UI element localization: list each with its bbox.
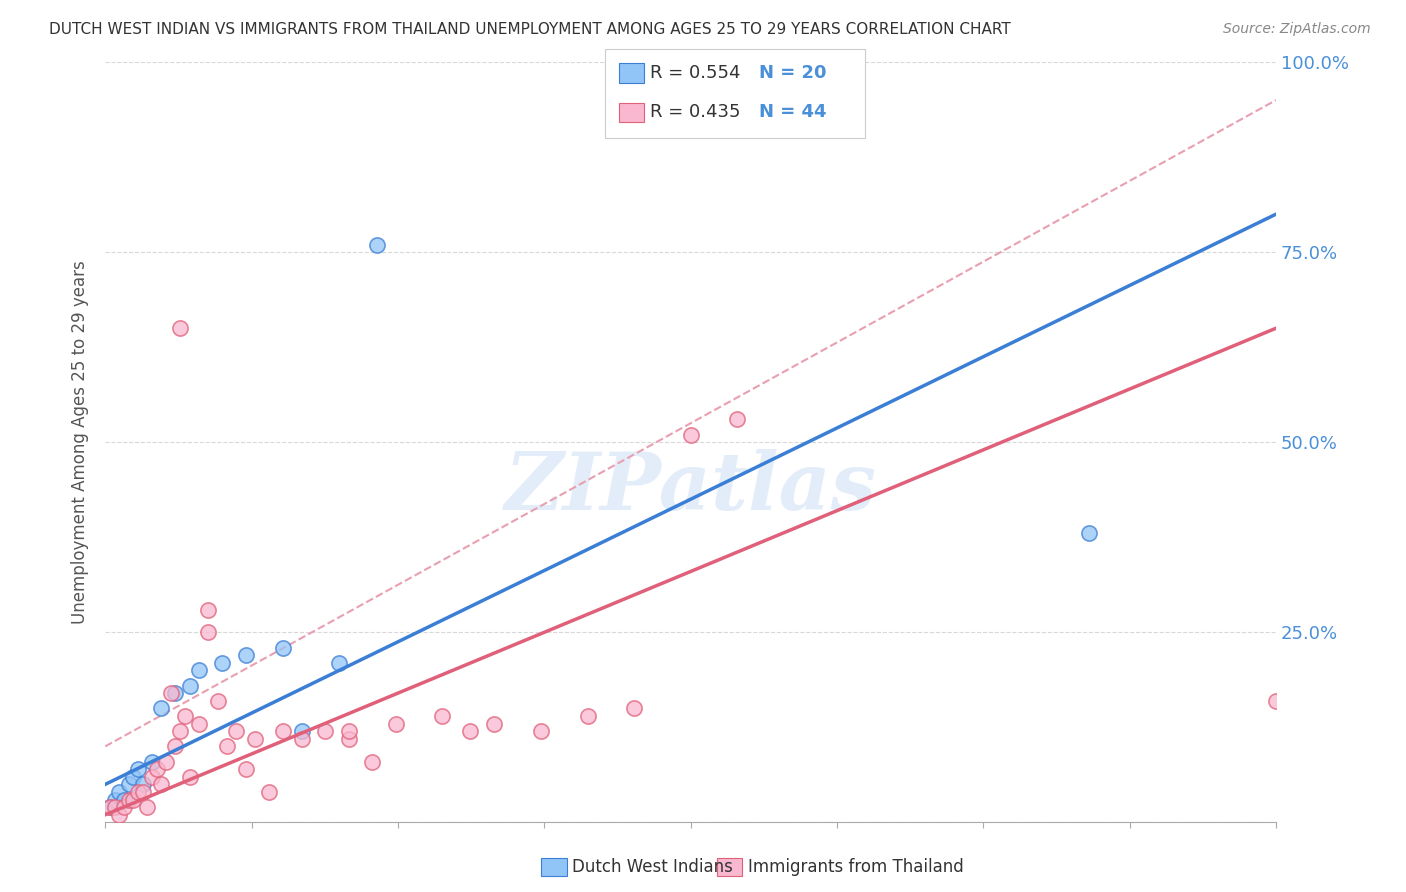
Point [1077, 526, 1099, 541]
Point [291, 731, 314, 746]
Point [243, 731, 266, 746]
Point [98, 800, 121, 814]
Point [225, 724, 247, 739]
Point [108, 785, 131, 799]
Point [187, 716, 209, 731]
Point [122, 792, 145, 806]
Point [235, 648, 257, 662]
Point [159, 686, 181, 700]
Point [187, 663, 209, 677]
Point [173, 709, 195, 723]
Point [384, 716, 406, 731]
Point [211, 656, 233, 670]
Point [257, 785, 280, 799]
Point [141, 755, 163, 769]
Text: DUTCH WEST INDIAN VS IMMIGRANTS FROM THAILAND UNEMPLOYMENT AMONG AGES 25 TO 29 Y: DUTCH WEST INDIAN VS IMMIGRANTS FROM THA… [49, 22, 1011, 37]
Point [98, 800, 121, 814]
Text: N = 20: N = 20 [759, 64, 827, 82]
Point [576, 709, 599, 723]
Point [131, 777, 153, 791]
Point [235, 762, 257, 776]
Point [366, 237, 388, 252]
Point [215, 739, 238, 754]
Text: N = 44: N = 44 [759, 103, 827, 121]
Point [169, 321, 191, 335]
Point [291, 724, 314, 739]
Point [1265, 694, 1288, 708]
Text: R = 0.554: R = 0.554 [650, 64, 740, 82]
Point [145, 762, 167, 776]
Point [150, 777, 173, 791]
Text: Source: ZipAtlas.com: Source: ZipAtlas.com [1223, 22, 1371, 37]
Point [127, 762, 149, 776]
Point [108, 807, 131, 822]
Point [530, 724, 553, 739]
Point [155, 755, 177, 769]
Point [179, 679, 201, 693]
Point [725, 412, 748, 426]
Point [127, 785, 149, 799]
Point [482, 716, 505, 731]
Point [337, 731, 360, 746]
Point [141, 770, 163, 784]
Point [337, 724, 360, 739]
Point [117, 777, 139, 791]
Point [112, 792, 135, 806]
Point [179, 770, 201, 784]
Text: ZIPatlas: ZIPatlas [505, 450, 877, 526]
Point [103, 792, 125, 806]
Text: R = 0.435: R = 0.435 [650, 103, 740, 121]
Point [197, 625, 219, 640]
Point [623, 701, 645, 715]
Point [432, 709, 454, 723]
Point [122, 770, 145, 784]
Point [271, 640, 294, 655]
Text: Immigrants from Thailand: Immigrants from Thailand [748, 858, 963, 876]
Point [460, 724, 482, 739]
Point [207, 694, 229, 708]
Point [103, 800, 125, 814]
Point [117, 792, 139, 806]
Point [136, 800, 159, 814]
Point [328, 656, 350, 670]
Point [314, 724, 336, 739]
Point [165, 739, 187, 754]
Y-axis label: Unemployment Among Ages 25 to 29 years: Unemployment Among Ages 25 to 29 years [72, 260, 89, 624]
Point [150, 701, 173, 715]
Point [361, 755, 384, 769]
Point [169, 724, 191, 739]
Point [112, 800, 135, 814]
Text: Dutch West Indians: Dutch West Indians [572, 858, 733, 876]
Point [165, 686, 187, 700]
Point [679, 427, 702, 442]
Point [131, 785, 153, 799]
Point [197, 602, 219, 616]
Point [271, 724, 294, 739]
